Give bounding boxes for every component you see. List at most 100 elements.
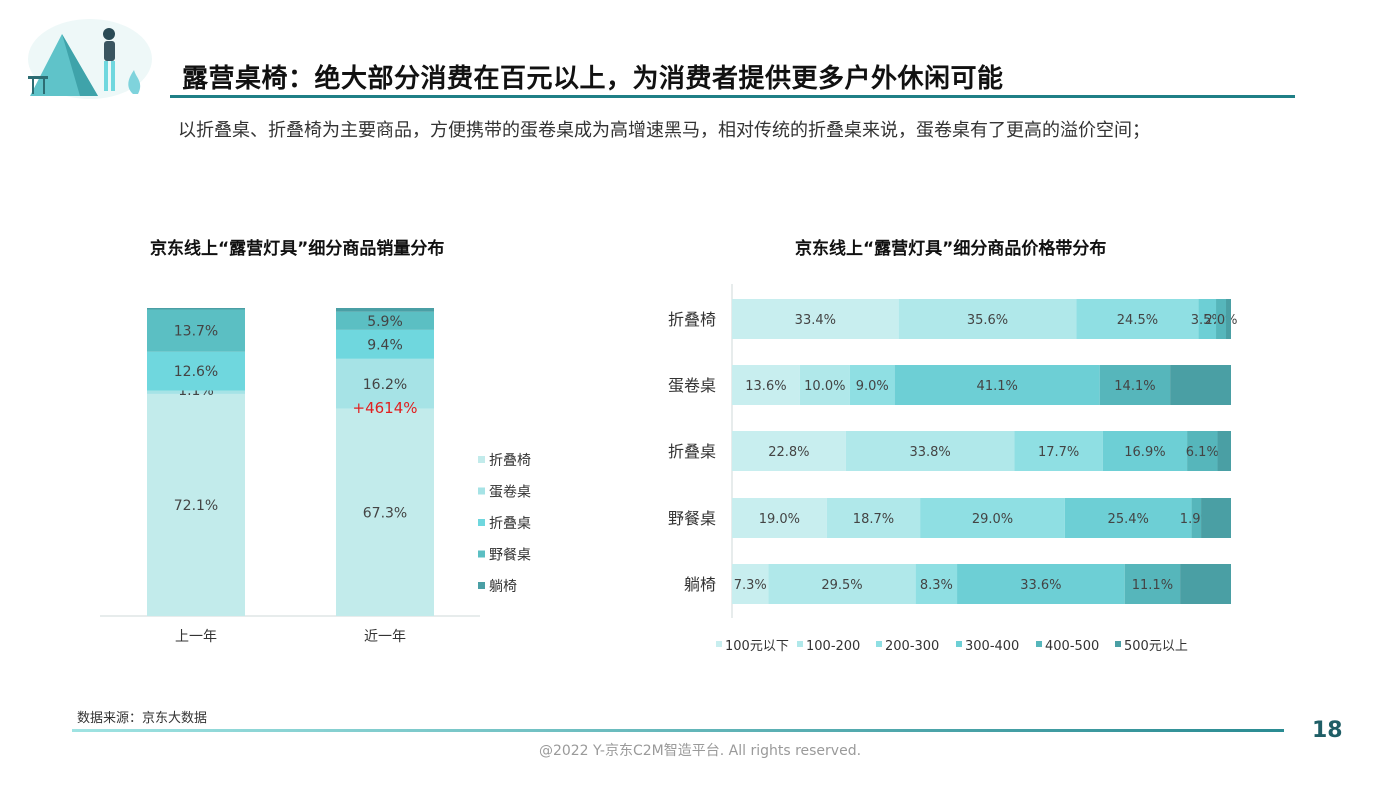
bar-label-1-4: 14.1%	[1114, 379, 1155, 394]
bar-segment-1-0	[732, 365, 800, 405]
bar-segment-1-3	[336, 311, 434, 330]
bar-segment-2-3	[1102, 431, 1188, 471]
legend-label-0: 折叠椅	[489, 453, 531, 469]
legend-swatch-0	[716, 641, 722, 647]
bar-segment-3-2	[920, 498, 1065, 538]
bar-segment-3-3	[1064, 498, 1192, 538]
bar-segment-3-0	[732, 498, 827, 538]
bar-label-0-4: 2.0%	[1205, 313, 1238, 328]
bar-segment-2-4	[1187, 431, 1218, 471]
bar-segment-0-2	[147, 351, 245, 391]
bar-label-3-1: 18.7%	[853, 512, 894, 527]
copyright-text: @2022 Y-京东C2M智造平台. All rights reserved.	[538, 743, 862, 759]
legend-swatch-1	[478, 487, 485, 495]
camping-illustration	[28, 19, 152, 99]
bar-segment-4-3	[957, 564, 1125, 604]
legend-swatch-2	[478, 519, 485, 526]
bar-segment-0-1	[147, 390, 245, 394]
bar-segment-4-2	[915, 564, 958, 604]
bar-label-2-2: 17.7%	[1038, 445, 1079, 460]
bar-label-3-0: 19.0%	[759, 512, 800, 527]
bar-label-1-0: 67.3%	[363, 505, 407, 521]
legend-label-4: 躺椅	[489, 579, 517, 595]
bar-label-2-4: 6.1%	[1186, 445, 1219, 460]
bar-segment-3-1	[826, 498, 921, 538]
legend-swatch-0	[478, 456, 485, 463]
growth-annotation: +4614%	[353, 399, 418, 417]
y-tick-label-1: 蛋卷桌	[668, 376, 716, 395]
bar-label-0-3: 13.7%	[174, 324, 218, 340]
data-source: 数据来源：京东大数据	[77, 711, 208, 726]
legend-label-2: 200-300	[885, 639, 939, 654]
bar-label-4-3: 33.6%	[1020, 578, 1061, 593]
x-tick-label-0: 上一年	[175, 629, 217, 645]
bar-label-2-1: 33.8%	[909, 445, 950, 460]
bar-segment-1-1	[799, 365, 850, 405]
bar-segment-0-3	[1198, 299, 1217, 339]
bar-segment-1-4	[1099, 365, 1171, 405]
description-text: 以折叠桌、折叠椅为主要商品，方便携带的蛋卷桌成为高增速黑马，相对传统的折叠桌来说…	[178, 120, 1150, 141]
legend-label-1: 100-200	[806, 639, 860, 654]
legend-swatch-5	[1115, 641, 1121, 647]
bar-segment-0-1	[898, 299, 1077, 339]
legend-swatch-3	[956, 641, 962, 647]
bar-label-1-2: 9.0%	[856, 379, 889, 394]
y-tick-label-2: 折叠桌	[668, 442, 716, 461]
bar-segment-3-5	[1201, 498, 1231, 538]
bar-label-0-0: 33.4%	[795, 313, 836, 328]
page-title: 露营桌椅：绝大部分消费在百元以上，为消费者提供更多户外休闲可能	[182, 64, 1004, 94]
sales-distribution-chart: 72.1%1.1%12.6%13.7%上一年67.3%16.2%+4614%9.…	[100, 308, 531, 645]
bar-label-3-2: 29.0%	[972, 512, 1013, 527]
bar-label-3-3: 25.4%	[1108, 512, 1149, 527]
bar-segment-1-2	[336, 329, 434, 359]
bar-segment-0-5	[1226, 299, 1231, 339]
y-tick-label-4: 躺椅	[684, 575, 716, 594]
bar-segment-2-1	[845, 431, 1015, 471]
bar-label-1-3: 5.9%	[367, 314, 403, 330]
legend-label-3: 300-400	[965, 639, 1019, 654]
bar-label-0-1: 35.6%	[967, 313, 1008, 328]
x-tick-label-1: 近一年	[364, 629, 406, 645]
y-tick-label-0: 折叠椅	[668, 310, 716, 329]
footer-divider	[72, 729, 1284, 732]
title-underline	[170, 95, 1295, 98]
bar-segment-2-0	[732, 431, 846, 471]
legend-swatch-4	[478, 582, 485, 589]
bar-segment-0-3	[147, 309, 245, 352]
bar-label-0-3: 3.5%	[1191, 313, 1224, 328]
legend-label-1: 蛋卷桌	[489, 485, 531, 501]
bar-segment-1-0	[336, 408, 434, 616]
bar-label-4-1: 29.5%	[821, 578, 862, 593]
legend-label-0: 100元以下	[725, 639, 789, 654]
bar-segment-1-3	[894, 365, 1100, 405]
bar-segment-0-4	[147, 308, 245, 310]
bar-segment-4-4	[1124, 564, 1181, 604]
bar-segment-4-1	[768, 564, 916, 604]
bar-label-4-2: 8.3%	[920, 578, 953, 593]
legend-swatch-3	[478, 550, 485, 558]
legend-label-3: 野餐桌	[489, 548, 531, 564]
bar-label-0-2: 12.6%	[174, 364, 218, 380]
bar-label-1-1: 10.0%	[804, 379, 845, 394]
page-number: 18	[1312, 718, 1343, 743]
bar-segment-2-2	[1014, 431, 1103, 471]
bar-segment-1-2	[849, 365, 895, 405]
legend-label-5: 500元以上	[1124, 639, 1188, 654]
left-chart-title: 京东线上“露营灯具”细分商品销量分布	[150, 239, 445, 259]
legend-swatch-4	[1036, 641, 1042, 647]
legend-swatch-2	[876, 641, 882, 647]
bar-segment-2-5	[1217, 431, 1231, 471]
bar-label-2-3: 16.9%	[1124, 445, 1165, 460]
bar-label-1-2: 9.4%	[367, 337, 403, 353]
bar-label-1-1: 16.2%	[363, 377, 407, 393]
bar-segment-1-1	[336, 358, 434, 409]
bar-segment-0-0	[147, 393, 245, 616]
price-band-chart: 折叠椅 33.4% 35.6% 24.5% 3.5%2.0% 蛋卷桌 13.6% 10.0% 9…	[668, 284, 1238, 654]
bar-segment-1-4	[336, 308, 434, 312]
bar-segment-1-5	[1170, 365, 1231, 405]
legend-label-4: 400-500	[1045, 639, 1099, 654]
bar-label-4-0: 7.3%	[734, 578, 767, 593]
bar-label-1-3: 41.1%	[977, 379, 1018, 394]
bar-segment-0-4	[1216, 299, 1227, 339]
bar-label-4-4: 11.1%	[1132, 578, 1173, 593]
